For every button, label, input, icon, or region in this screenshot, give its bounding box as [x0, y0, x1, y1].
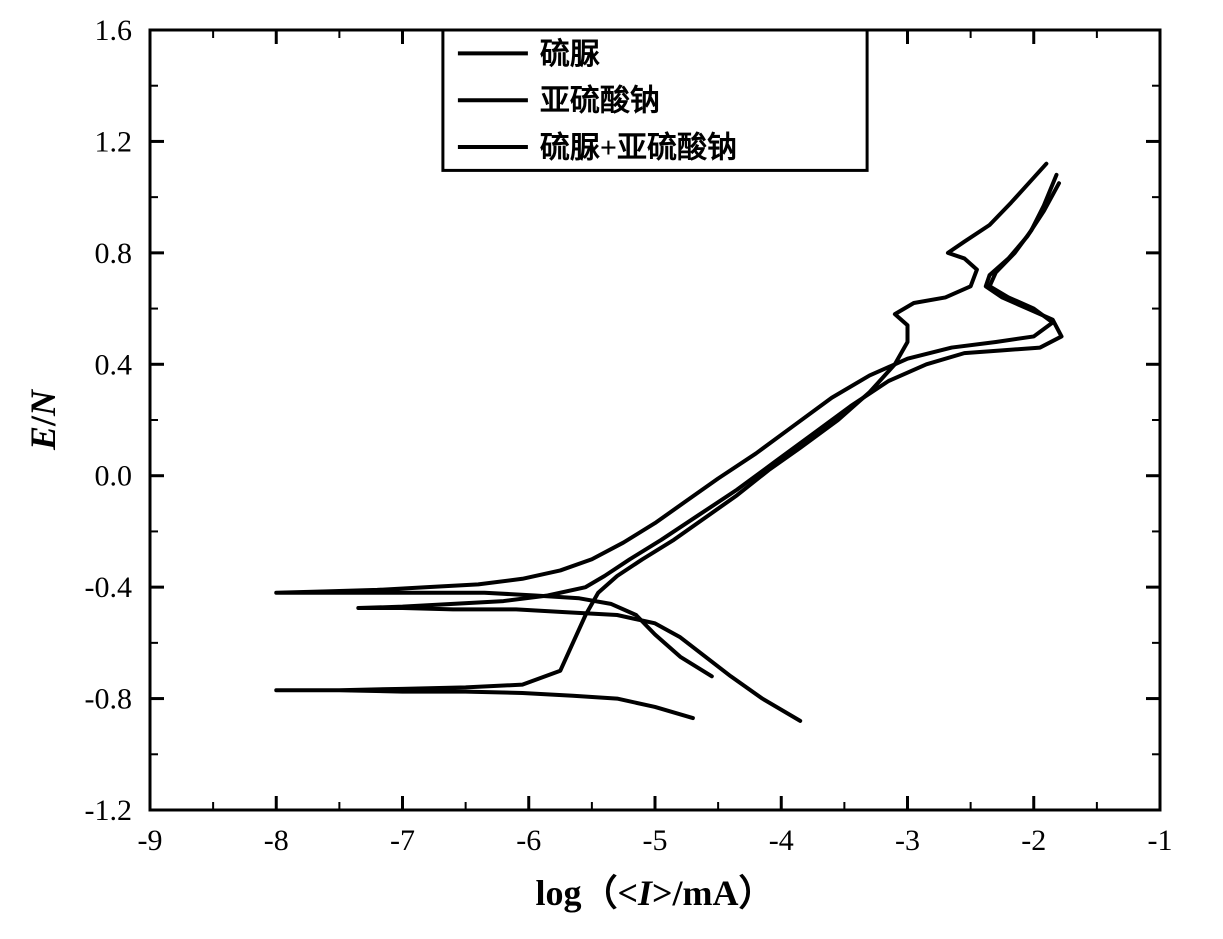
svg-text:-9: -9 — [138, 824, 163, 857]
series-硫脲 — [276, 164, 1046, 718]
svg-text:log（<I>/mA）: log（<I>/mA） — [535, 873, 774, 913]
svg-text:-1.2: -1.2 — [85, 794, 133, 827]
svg-text:1.6: 1.6 — [95, 14, 133, 47]
svg-text:-8: -8 — [264, 824, 289, 857]
svg-text:-0.4: -0.4 — [85, 571, 133, 604]
svg-text:-7: -7 — [390, 824, 415, 857]
svg-text:-2: -2 — [1021, 824, 1046, 857]
svg-text:0.0: 0.0 — [95, 460, 133, 493]
svg-text:0.8: 0.8 — [95, 237, 133, 270]
series-硫脲+亚硫酸钠 — [276, 175, 1056, 676]
svg-text:-6: -6 — [516, 824, 541, 857]
polarization-chart: -9 -8 -7 -6 -5 -4 -3 -2 -1 -1.2 -0.8 -0.4 0.0 0.4 0.8 1… — [0, 0, 1223, 939]
svg-text:-4: -4 — [769, 824, 794, 857]
series-亚硫酸钠 — [358, 183, 1061, 721]
legend-label: 硫脲+亚硫酸钠 — [540, 131, 737, 165]
legend-label: 亚硫酸钠 — [540, 84, 660, 118]
svg-text:0.4: 0.4 — [95, 348, 133, 381]
svg-text:E/N: E/N — [23, 388, 63, 451]
svg-text:-5: -5 — [643, 824, 668, 857]
svg-text:-3: -3 — [895, 824, 920, 857]
svg-text:1.2: 1.2 — [95, 125, 133, 158]
legend-label: 硫脲 — [540, 37, 600, 71]
svg-text:-0.8: -0.8 — [85, 683, 133, 716]
chart-container: { "chart": { "type": "line", "background… — [0, 0, 1223, 939]
svg-text:-1: -1 — [1148, 824, 1173, 857]
